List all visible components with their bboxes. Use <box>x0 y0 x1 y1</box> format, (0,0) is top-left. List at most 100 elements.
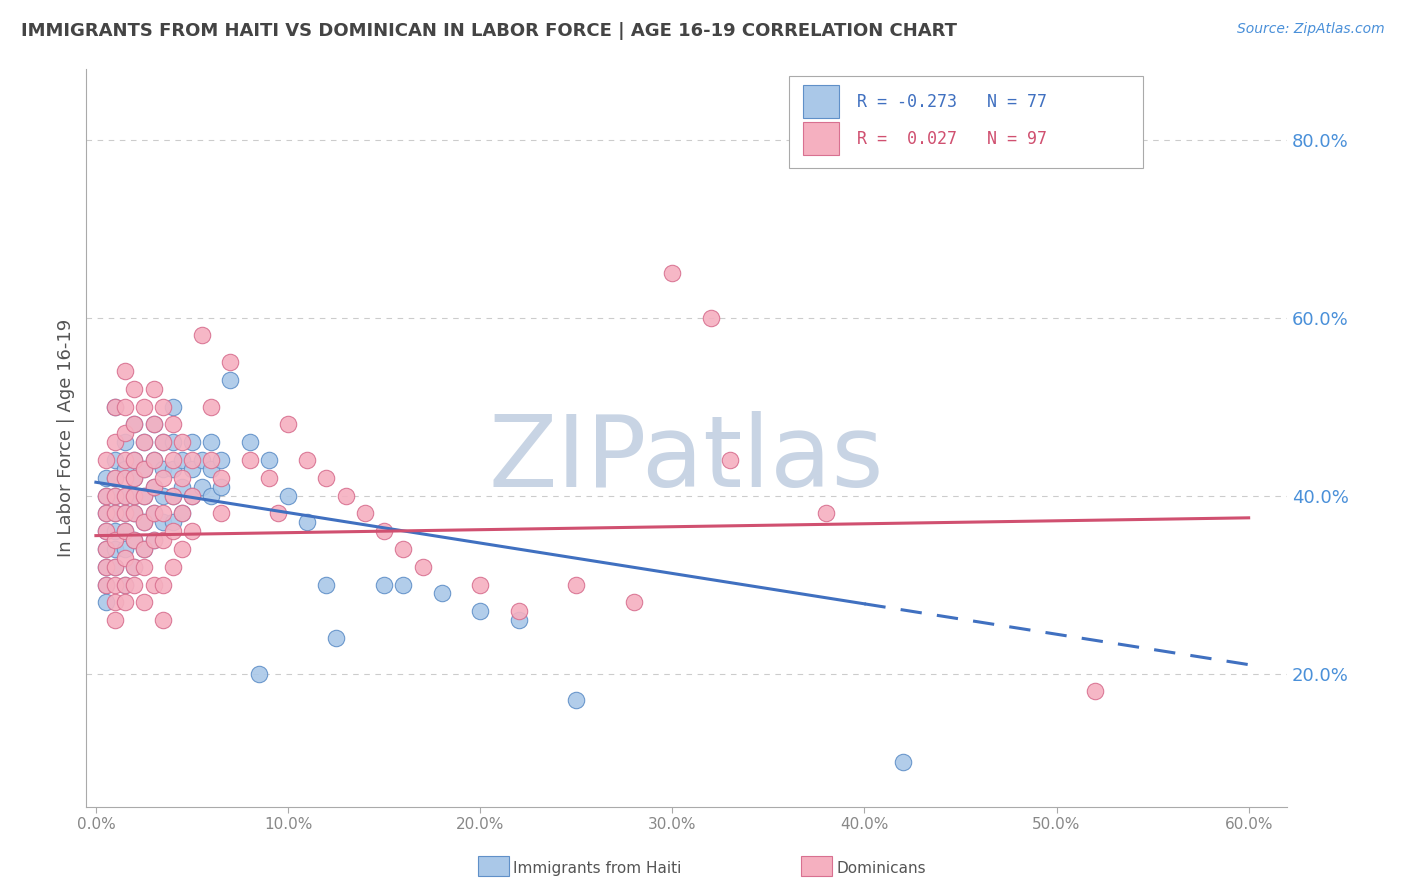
Point <box>124 417 146 432</box>
Point <box>104 400 127 414</box>
Point <box>200 453 222 467</box>
Point <box>470 604 492 618</box>
Text: Immigrants from Haiti: Immigrants from Haiti <box>513 862 682 876</box>
Point <box>114 524 136 538</box>
Point <box>104 577 127 591</box>
Point <box>152 533 174 547</box>
Point <box>315 577 337 591</box>
Point <box>124 417 146 432</box>
Point <box>124 507 146 521</box>
Point <box>219 355 242 369</box>
Point <box>104 559 127 574</box>
Point <box>124 471 146 485</box>
Point <box>239 435 262 450</box>
Point <box>94 524 117 538</box>
Point <box>181 489 204 503</box>
Point <box>132 462 155 476</box>
Point <box>104 507 127 521</box>
Point <box>297 453 319 467</box>
Point <box>114 524 136 538</box>
Point <box>94 577 117 591</box>
Point <box>200 435 222 450</box>
Point <box>114 400 136 414</box>
Point <box>219 373 242 387</box>
Point <box>257 453 280 467</box>
Point <box>114 577 136 591</box>
Point <box>162 462 184 476</box>
Point <box>623 595 645 609</box>
Point <box>152 577 174 591</box>
Point <box>94 507 117 521</box>
Point <box>152 400 174 414</box>
Text: R = -0.273   N = 77: R = -0.273 N = 77 <box>858 93 1047 111</box>
Point <box>124 577 146 591</box>
Point <box>142 577 165 591</box>
Point <box>172 435 194 450</box>
Point <box>124 489 146 503</box>
Point <box>470 577 492 591</box>
Point <box>104 400 127 414</box>
Point <box>181 462 204 476</box>
Point <box>392 541 415 556</box>
Point <box>94 559 117 574</box>
Point <box>162 453 184 467</box>
Point <box>430 586 453 600</box>
Point <box>104 453 127 467</box>
Point <box>172 480 194 494</box>
Point <box>94 541 117 556</box>
Point <box>209 471 232 485</box>
Point <box>814 507 837 521</box>
Point <box>132 559 155 574</box>
Point <box>152 435 174 450</box>
Point <box>94 507 117 521</box>
Point <box>114 489 136 503</box>
Point <box>172 471 194 485</box>
Point <box>142 417 165 432</box>
Point <box>104 507 127 521</box>
Point <box>94 489 117 503</box>
Point <box>181 489 204 503</box>
Point <box>181 435 204 450</box>
Point <box>181 453 204 467</box>
Point <box>142 533 165 547</box>
Point <box>172 453 194 467</box>
Point <box>94 453 117 467</box>
Point <box>247 666 270 681</box>
Point <box>325 631 347 645</box>
Point <box>114 507 136 521</box>
Point <box>114 453 136 467</box>
Point <box>142 480 165 494</box>
Point <box>891 756 914 770</box>
Point <box>209 480 232 494</box>
Point <box>114 489 136 503</box>
Point <box>132 541 155 556</box>
Text: Source: ZipAtlas.com: Source: ZipAtlas.com <box>1237 22 1385 37</box>
Point <box>94 541 117 556</box>
Point <box>257 471 280 485</box>
Point <box>132 462 155 476</box>
Point <box>699 310 721 325</box>
Point <box>142 417 165 432</box>
Point <box>124 533 146 547</box>
Point <box>124 382 146 396</box>
Point <box>104 613 127 627</box>
Text: R =  0.027   N = 97: R = 0.027 N = 97 <box>858 129 1047 148</box>
Point <box>104 541 127 556</box>
Point <box>190 453 212 467</box>
Point <box>373 524 395 538</box>
Point <box>124 507 146 521</box>
Point <box>172 541 194 556</box>
Point <box>124 489 146 503</box>
Point <box>132 516 155 530</box>
Point <box>94 524 117 538</box>
Point <box>142 507 165 521</box>
Point <box>114 462 136 476</box>
Point <box>132 400 155 414</box>
FancyBboxPatch shape <box>803 85 839 118</box>
Point <box>114 595 136 609</box>
Point <box>190 328 212 343</box>
Point <box>114 471 136 485</box>
Point <box>114 364 136 378</box>
Point <box>239 453 262 467</box>
Point <box>152 435 174 450</box>
